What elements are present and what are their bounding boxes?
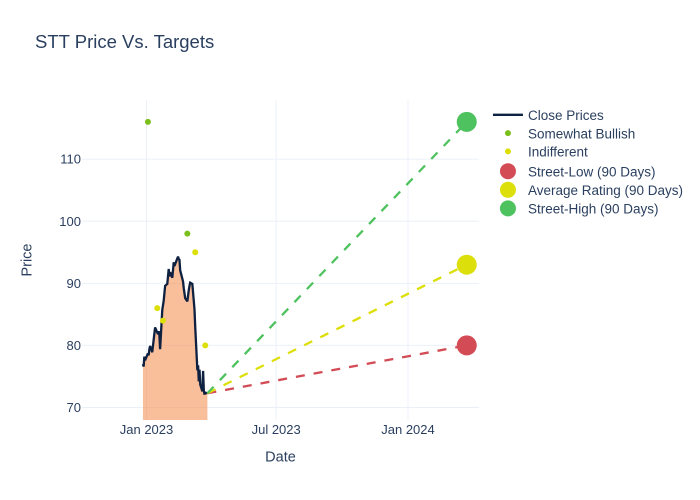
svg-text:Close Prices: Close Prices	[528, 108, 604, 123]
svg-text:Street-High (90 Days): Street-High (90 Days)	[528, 202, 659, 217]
svg-text:Price: Price	[20, 243, 36, 276]
svg-text:80: 80	[67, 338, 81, 353]
svg-text:Jan 2024: Jan 2024	[381, 422, 435, 437]
svg-text:100: 100	[59, 214, 81, 229]
svg-text:STT Price Vs. Targets: STT Price Vs. Targets	[35, 31, 214, 52]
svg-text:Jan 2023: Jan 2023	[120, 422, 174, 437]
svg-text:70: 70	[67, 400, 81, 415]
svg-text:Jul 2023: Jul 2023	[252, 422, 301, 437]
svg-text:Street-Low (90 Days): Street-Low (90 Days)	[528, 164, 656, 179]
svg-text:Somewhat Bullish: Somewhat Bullish	[528, 126, 635, 141]
svg-text:90: 90	[67, 276, 81, 291]
svg-text:Average Rating (90 Days): Average Rating (90 Days)	[528, 183, 683, 198]
svg-text:110: 110	[60, 152, 81, 167]
svg-text:Indifferent: Indifferent	[528, 145, 588, 160]
svg-text:Date: Date	[265, 450, 296, 466]
